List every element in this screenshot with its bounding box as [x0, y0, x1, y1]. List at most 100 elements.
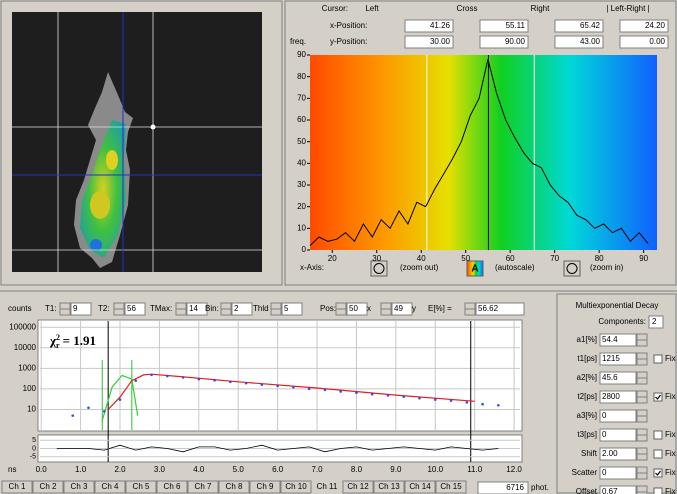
data-point: [450, 399, 453, 402]
page: freq. x-Axis: (zoom out) A (autoscale) (…: [0, 0, 677, 494]
x-tick-label: 7.0: [311, 465, 323, 474]
fix-checkbox[interactable]: [654, 450, 662, 458]
y-tick-label: 0: [32, 445, 36, 452]
cell-value: 0.00: [649, 37, 665, 46]
param-label: t3[ps]: [577, 430, 597, 439]
chi-squared: χ2r= 1.91: [49, 333, 96, 350]
toolbar-label: T2:: [98, 304, 110, 313]
data-point: [229, 381, 232, 384]
table-header: Cursor:: [322, 4, 348, 13]
x-tick-label: 0.0: [36, 465, 48, 474]
y-tick-label: 90: [297, 50, 306, 59]
param-value: 45.6: [602, 373, 618, 382]
fix-label: Fix: [665, 392, 676, 401]
data-point: [434, 398, 437, 401]
tab-label: Ch 4: [102, 482, 119, 491]
data-point: [182, 376, 185, 379]
fix-checkbox[interactable]: [654, 488, 662, 494]
tab-label: Ch 13: [378, 482, 400, 491]
param-label: a2[%]: [577, 373, 597, 382]
y-tick-label: 30: [297, 180, 306, 189]
x-tick-label: 10.0: [427, 465, 443, 474]
toolbar-label: TMax:: [150, 304, 172, 313]
x-tick-label: 40: [417, 254, 426, 263]
y-tick-label: 10000: [14, 343, 37, 352]
intensity-image: [12, 12, 262, 272]
x-tick-label: 60: [506, 254, 515, 263]
fix-label: Fix: [665, 487, 676, 494]
x-tick-label: 80: [595, 254, 604, 263]
zoom-out-button[interactable]: [371, 261, 387, 276]
cell-value: 41.26: [430, 21, 451, 30]
tab-label: Ch 12: [347, 482, 369, 491]
y-tick-label: 100: [23, 384, 37, 393]
param-value: 0: [602, 468, 607, 477]
toolbar-value: 2: [234, 304, 239, 313]
fix-checkbox[interactable]: [654, 469, 662, 477]
y-tick-label: 50: [297, 137, 306, 146]
tab-label: Ch 8: [226, 482, 243, 491]
data-point: [150, 374, 153, 377]
data-point: [198, 378, 201, 381]
y-tick-label: 70: [297, 93, 306, 102]
x-tick-label: 50: [461, 254, 470, 263]
table-header: Cross: [457, 4, 478, 13]
x-tick-label: 90: [639, 254, 648, 263]
fix-checkbox[interactable]: [654, 355, 662, 363]
fix-label: Fix: [665, 354, 676, 363]
y-tick-label: 80: [297, 72, 306, 81]
decay-plot: [38, 320, 522, 431]
spinner[interactable]: [637, 486, 647, 494]
y-tick-label: 60: [297, 115, 306, 124]
data-point: [465, 401, 468, 404]
data-point: [276, 385, 279, 388]
plot-area: [310, 55, 657, 250]
param-label: Scatter: [572, 468, 598, 477]
param-label: t2[ps]: [577, 392, 597, 401]
data-point: [308, 388, 311, 391]
fix-label: Fix: [665, 468, 676, 477]
toolbar-value: 9: [73, 304, 78, 313]
data-point: [166, 375, 169, 378]
x-tick-label: 8.0: [351, 465, 363, 474]
data-point: [497, 404, 500, 407]
y-tick-label: 10: [27, 405, 36, 414]
param-label: t1[ps]: [577, 354, 597, 363]
chi-part: = 1.91: [63, 333, 96, 348]
param-value: 0: [602, 430, 607, 439]
fix-checkbox[interactable]: [654, 431, 662, 439]
autoscale-button[interactable]: A: [467, 261, 483, 276]
param-label: a3[%]: [577, 411, 597, 420]
zoom-in-button[interactable]: [564, 261, 580, 276]
y-tick-label: 1000: [18, 363, 36, 372]
x-tick-label: 6.0: [272, 465, 284, 474]
toolbar-label: counts: [8, 304, 32, 313]
fix-checkbox[interactable]: [654, 393, 662, 401]
tab-label: Ch 1: [9, 482, 26, 491]
param-label: Offset: [576, 487, 598, 494]
param-value: 0.67: [602, 487, 618, 494]
app-window: freq. x-Axis: (zoom out) A (autoscale) (…: [0, 0, 677, 494]
data-point: [213, 379, 216, 382]
table-header: Right: [531, 4, 550, 13]
components-label: Components:: [598, 317, 646, 326]
fix-label: Fix: [665, 430, 676, 439]
zoom-out-text: (zoom out): [400, 263, 439, 272]
row-label: y-Position:: [330, 37, 367, 46]
tab-label: Ch 5: [133, 482, 150, 491]
tab-label: Ch 15: [440, 482, 462, 491]
data-point: [371, 393, 374, 396]
x-tick-label: 3.0: [154, 465, 166, 474]
cell-patch: [106, 150, 118, 170]
x-tick-label: 4.0: [193, 465, 205, 474]
y-axis-label: freq.: [290, 37, 306, 46]
x-tick-label: 2.0: [114, 465, 126, 474]
components-value: 2: [652, 317, 657, 326]
y-tick-label: 40: [297, 158, 306, 167]
chi-part: r: [56, 341, 60, 350]
data-point: [134, 379, 137, 382]
tab-label: Ch 9: [257, 482, 274, 491]
param-value: 2800: [602, 392, 620, 401]
tab-label: Ch 11: [317, 482, 338, 491]
y-tick-label: 20: [297, 202, 306, 211]
